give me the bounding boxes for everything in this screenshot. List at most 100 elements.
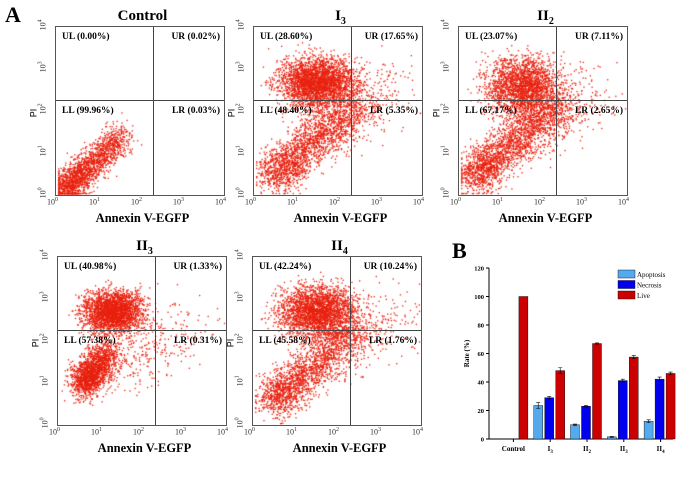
- quadrant-ll: LL (99.96%): [62, 106, 114, 116]
- scatter-dots: [58, 257, 226, 425]
- category-subscript: 3: [550, 450, 553, 455]
- tick-base: 10: [38, 22, 48, 31]
- y-tick-label: 101: [40, 375, 50, 386]
- bar-necrosis: [544, 397, 554, 440]
- error-bar: [657, 376, 662, 382]
- tick-exponent: 1: [295, 197, 298, 203]
- panel-label-b: B: [452, 238, 467, 263]
- quadrant-ll: LL (67.17%): [465, 106, 517, 116]
- bar-live: [592, 343, 602, 440]
- x-tick-label: 102: [133, 427, 144, 437]
- quadrant-line-vertical: [153, 27, 154, 195]
- tick-base: 10: [175, 427, 183, 437]
- tick-exponent: 3: [379, 197, 382, 203]
- x-tick-label: 100: [49, 427, 60, 437]
- x-axis-label: Annexin V-EGFP: [95, 211, 190, 225]
- bar-live: [518, 296, 529, 440]
- legend-swatch: [617, 280, 636, 289]
- tick-base: 10: [40, 420, 50, 429]
- tick-base: 10: [38, 106, 48, 115]
- quadrant-line-horizontal: [254, 100, 422, 101]
- error-bar: [620, 378, 625, 383]
- x-tick-label: 102: [329, 197, 340, 207]
- y-axis-label: Rate (%): [463, 339, 471, 367]
- x-tick-label: 103: [576, 197, 587, 207]
- bar-necrosis: [654, 378, 665, 440]
- x-tick-label: 104: [412, 427, 423, 437]
- tick-exponent: 3: [235, 61, 242, 65]
- panel-label-a: A: [5, 2, 21, 27]
- scatter-dots: [459, 27, 627, 195]
- title-text: Control: [117, 8, 168, 24]
- title-subscript: 3: [340, 16, 346, 27]
- legend-swatch: [617, 290, 636, 300]
- panel-title: II4: [252, 238, 427, 257]
- tick-exponent: 4: [39, 249, 46, 253]
- tick-exponent: 0: [253, 197, 256, 203]
- title-subscript: 3: [147, 246, 153, 257]
- tick-exponent: 3: [234, 291, 241, 295]
- tick-base: 10: [534, 197, 542, 207]
- tick-base: 10: [618, 197, 626, 207]
- quadrant-ll: LL (48.40%): [260, 106, 312, 116]
- y-tick-label: 100: [235, 417, 245, 428]
- tick-base: 10: [441, 106, 451, 115]
- tick-exponent: 4: [626, 197, 629, 203]
- tick-base: 10: [413, 197, 421, 207]
- tick-exponent: 3: [183, 427, 186, 433]
- quadrant-ll: LL (57.38%): [64, 336, 116, 346]
- tick-exponent: 4: [420, 427, 423, 433]
- bar-apoptosis: [570, 424, 580, 440]
- legend-label: Necrosis: [637, 282, 662, 290]
- tick-exponent: 3: [39, 291, 46, 295]
- quadrant-ul: UL (28.60%): [260, 32, 313, 42]
- tick-base: 10: [235, 336, 245, 345]
- tick-exponent: 0: [235, 187, 242, 191]
- y-tick-label: 103: [236, 61, 246, 72]
- tick-base: 10: [287, 197, 295, 207]
- x-tick-label: 103: [175, 427, 186, 437]
- tick-exponent: 0: [440, 187, 447, 191]
- tick-exponent: 1: [37, 145, 44, 149]
- tick-exponent: 2: [440, 103, 447, 107]
- x-tick-label: 102: [131, 197, 142, 207]
- quadrant-ur: UR (1.33%): [173, 262, 222, 272]
- y-tick-label: 103: [38, 61, 48, 72]
- title-subscript: 2: [548, 16, 554, 27]
- tick-exponent: 4: [234, 249, 241, 253]
- tick-exponent: 1: [99, 427, 102, 433]
- tick-exponent: 0: [234, 417, 241, 421]
- x-tick-label: 103: [173, 197, 184, 207]
- y-tick-label: 100: [236, 187, 246, 198]
- x-tick-label: II3: [620, 445, 628, 455]
- quadrant-line-vertical: [155, 257, 156, 425]
- quadrant-ur: UR (7.11%): [574, 32, 623, 42]
- category-text: II: [657, 445, 663, 453]
- scatter-dots: [253, 257, 421, 425]
- panel-title: I3: [253, 8, 428, 27]
- x-tick-label: 104: [217, 427, 228, 437]
- category-subscript: 4: [662, 450, 665, 455]
- quadrant-lr: LR (0.31%): [173, 336, 222, 346]
- quadrant-ll: LL (45.58%): [259, 336, 311, 346]
- tick-base: 10: [441, 64, 451, 73]
- tick-exponent: 3: [181, 197, 184, 203]
- legend-swatch: [617, 269, 636, 279]
- y-tick-label: 104: [441, 19, 451, 30]
- x-axis-label: Annexin V-EGFP: [293, 211, 388, 225]
- tick-base: 10: [235, 378, 245, 387]
- tick-exponent: 4: [421, 197, 424, 203]
- flow-panel: II4 UL (42.24%) UR (10.24%) LL (45.58%) …: [222, 238, 423, 458]
- x-axis-label: Annexin V-EGFP: [292, 441, 387, 455]
- quadrant-ul: UL (0.00%): [62, 32, 110, 42]
- quadrant-line-horizontal: [253, 330, 421, 331]
- title-text: II: [537, 8, 549, 24]
- tick-base: 10: [173, 197, 181, 207]
- panel-title: Control: [55, 8, 230, 27]
- tick-exponent: 0: [57, 427, 60, 433]
- x-tick-label: 102: [534, 197, 545, 207]
- tick-exponent: 4: [235, 19, 242, 23]
- x-tick-label: 100: [245, 197, 256, 207]
- scatter-plot: UL (40.98%) UR (1.33%) LL (57.38%) LR (0…: [57, 256, 227, 426]
- y-tick-label: 60: [478, 351, 485, 358]
